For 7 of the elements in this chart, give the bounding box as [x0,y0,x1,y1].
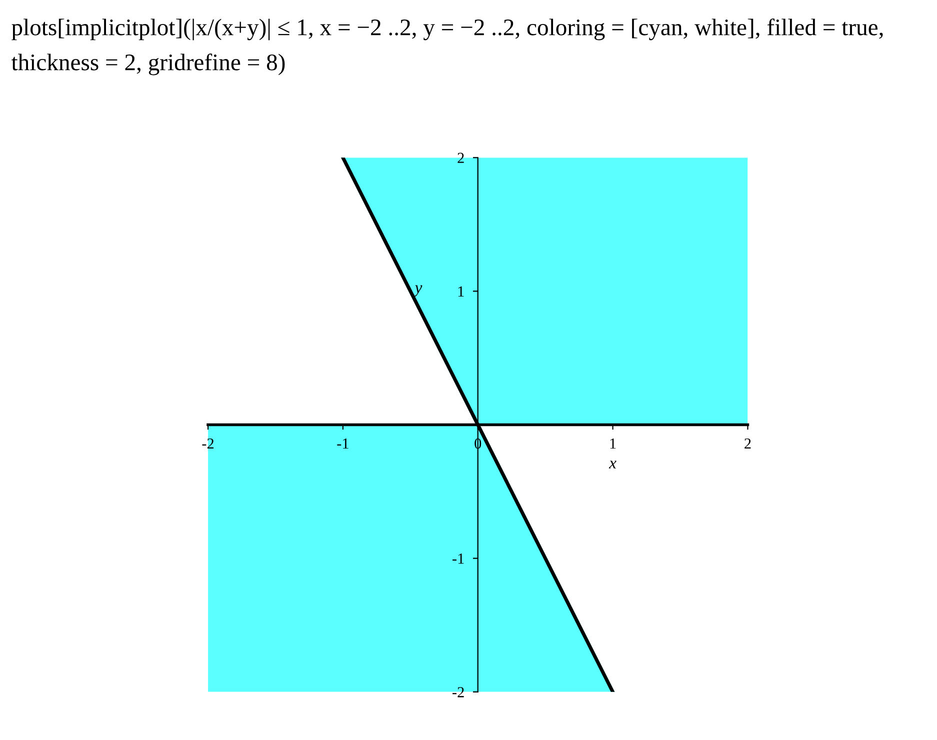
x-axis-title: x [608,460,616,468]
y-tick-label: 1 [458,286,464,296]
x-tick-label: -1 [337,438,348,449]
x-tick-label: 1 [610,438,616,449]
y-tick-label: -1 [452,554,464,564]
x-tick-label: 2 [744,438,751,449]
chart-title: plots[implicitplot](|x/(x+y)| ≤ 1, x = −2 ..2, y = −2 ..2, coloring = [cyan, white], filled = true, thickness = 2, gridrefine = 8) [11,18,883,76]
